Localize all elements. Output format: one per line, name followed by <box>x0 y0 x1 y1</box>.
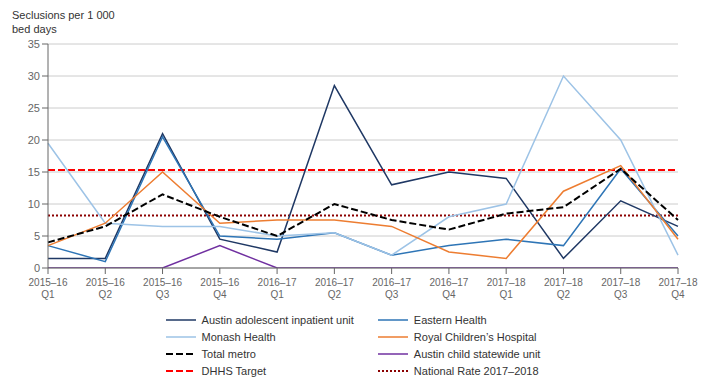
html-text:Seclusions per 1 000: Seclusions per 1 000 <box>12 9 115 21</box>
svg-text:30: 30 <box>28 70 40 82</box>
svg-text:25: 25 <box>28 102 40 114</box>
html-text:DHHS Target: DHHS Target <box>201 364 267 377</box>
svg-text:20: 20 <box>28 134 40 146</box>
svg-text:10: 10 <box>28 198 40 210</box>
html-text:National Rate 2017–2018: National Rate 2017–2018 <box>413 364 539 377</box>
svg-text:2016–17Q1: 2016–17Q1 <box>258 277 297 300</box>
svg-text:2016–17Q3: 2016–17Q3 <box>372 277 411 300</box>
svg-text:2016–17Q2: 2016–17Q2 <box>315 277 354 300</box>
svg-text:35: 35 <box>28 38 40 50</box>
svg-text:2015–16Q4: 2015–16Q4 <box>200 277 239 300</box>
svg-text:2017–18Q3: 2017–18Q3 <box>601 277 640 300</box>
html-text:Austin adolescent inpatient un: Austin adolescent inpatient unit <box>201 313 354 326</box>
html-text:Total metro: Total metro <box>201 347 256 360</box>
html-text:bed days: bed days <box>12 23 57 35</box>
svg-text:2015–16Q1: 2015–16Q1 <box>29 277 68 300</box>
svg-text:15: 15 <box>28 166 40 178</box>
html-text:Monash Health: Monash Health <box>201 330 276 343</box>
svg-text:5: 5 <box>34 230 40 242</box>
html-text:Austin child statewide unit: Austin child statewide unit <box>413 347 541 360</box>
svg-text:2017–18Q1: 2017–18Q1 <box>487 277 526 300</box>
html-text:Eastern Health: Eastern Health <box>413 313 487 326</box>
svg-text:0: 0 <box>34 262 40 274</box>
svg-text:2015–16Q3: 2015–16Q3 <box>143 277 182 300</box>
svg-text:2016–17Q4: 2016–17Q4 <box>429 277 468 300</box>
svg-text:2015–16Q2: 2015–16Q2 <box>86 277 125 300</box>
html-text:Royal Children’s Hospital: Royal Children’s Hospital <box>413 330 537 343</box>
svg-text:2017–18Q4: 2017–18Q4 <box>659 277 698 300</box>
svg-text:2017–18Q2: 2017–18Q2 <box>544 277 583 300</box>
